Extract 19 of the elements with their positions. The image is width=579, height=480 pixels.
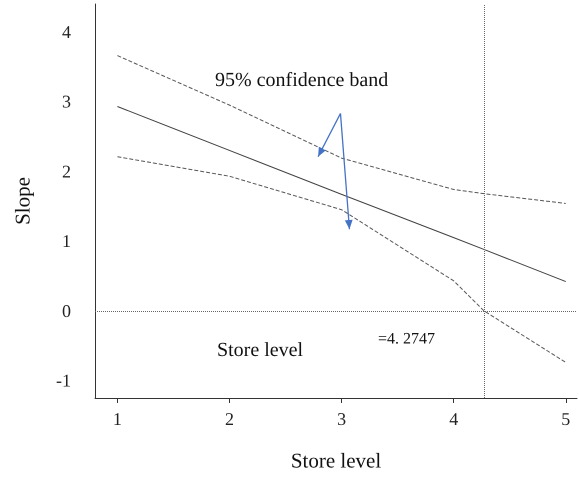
- annotation: Store level: [217, 339, 304, 361]
- x-tick-label: 2: [225, 409, 234, 429]
- y-tick-label: 3: [62, 92, 71, 112]
- line-series: [116, 156, 566, 363]
- y-tick-label: 1: [62, 231, 71, 252]
- x-tick-label: 3: [337, 409, 346, 429]
- y-tick-label: 4: [62, 22, 71, 42]
- annotation: 95% confidence band: [215, 69, 388, 91]
- line-series: [116, 55, 566, 204]
- y-tick-label: -1: [56, 370, 71, 391]
- annotation: =4. 2747: [378, 330, 436, 348]
- line-series: [116, 106, 566, 282]
- x-tick-label: 4: [449, 409, 458, 429]
- y-axis-title: Slope: [10, 177, 34, 225]
- y-tick-label: 2: [62, 161, 71, 182]
- x-tick-label: 5: [561, 409, 570, 429]
- x-axis-title: Store level: [290, 448, 382, 472]
- x-tick-label: 1: [112, 409, 122, 429]
- y-tick-label: 0: [62, 300, 71, 321]
